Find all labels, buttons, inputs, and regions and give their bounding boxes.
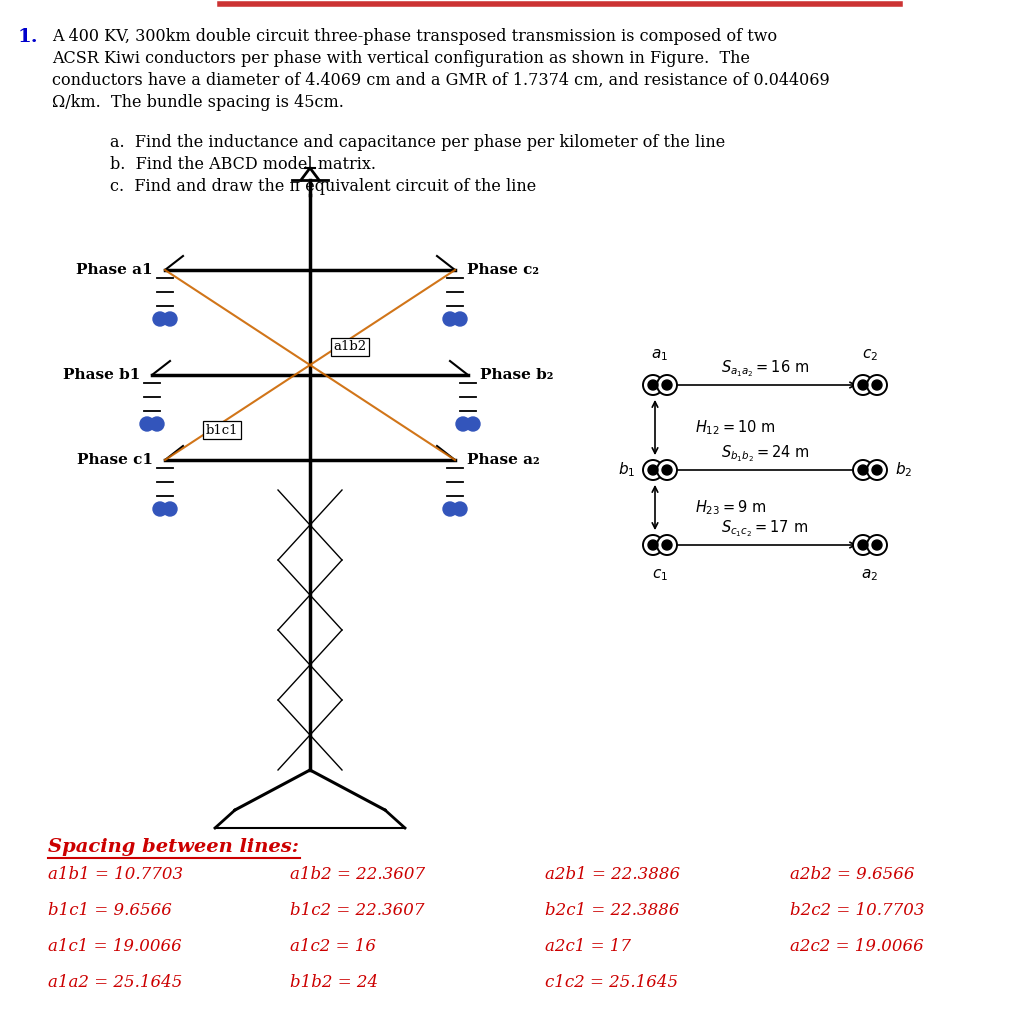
Circle shape xyxy=(153,502,167,516)
Text: $b_2$: $b_2$ xyxy=(895,461,912,479)
Text: $H_{23} = 9\ \mathrm{m}$: $H_{23} = 9\ \mathrm{m}$ xyxy=(695,498,767,517)
Text: c.  Find and draw the π equivalent circuit of the line: c. Find and draw the π equivalent circui… xyxy=(110,178,537,195)
Text: a2c1 = 17: a2c1 = 17 xyxy=(545,938,631,955)
Circle shape xyxy=(657,460,677,480)
Circle shape xyxy=(662,380,672,390)
Text: ACSR Kiwi conductors per phase with vertical configuration as shown in Figure.  : ACSR Kiwi conductors per phase with vert… xyxy=(52,50,750,67)
Text: Ω/km.  The bundle spacing is 45cm.: Ω/km. The bundle spacing is 45cm. xyxy=(52,94,344,111)
Text: $S_{a_1a_2} = 16\ \mathrm{m}$: $S_{a_1a_2} = 16\ \mathrm{m}$ xyxy=(721,358,809,379)
Text: $H_{12} = 10\ \mathrm{m}$: $H_{12} = 10\ \mathrm{m}$ xyxy=(695,418,776,437)
Text: a2c2 = 19.0066: a2c2 = 19.0066 xyxy=(790,938,924,955)
Circle shape xyxy=(662,465,672,475)
Circle shape xyxy=(648,380,658,390)
Text: Phase a1: Phase a1 xyxy=(77,263,153,278)
Text: a2b2 = 9.6566: a2b2 = 9.6566 xyxy=(790,866,914,883)
Circle shape xyxy=(648,540,658,550)
Circle shape xyxy=(453,502,467,516)
Text: $S_{c_1c_2} = 17\ \mathrm{m}$: $S_{c_1c_2} = 17\ \mathrm{m}$ xyxy=(722,518,809,539)
Text: Phase a₂: Phase a₂ xyxy=(467,453,540,467)
Text: $b_1$: $b_1$ xyxy=(617,461,635,479)
Circle shape xyxy=(466,417,480,431)
Text: a1c1 = 19.0066: a1c1 = 19.0066 xyxy=(48,938,181,955)
Text: a.  Find the inductance and capacitance per phase per kilometer of the line: a. Find the inductance and capacitance p… xyxy=(110,134,725,151)
Text: $c_2$: $c_2$ xyxy=(862,347,878,362)
Text: a1b2: a1b2 xyxy=(334,341,367,353)
Circle shape xyxy=(657,375,677,395)
Text: Phase b₂: Phase b₂ xyxy=(480,368,553,382)
Text: a1b2 = 22.3607: a1b2 = 22.3607 xyxy=(290,866,425,883)
Circle shape xyxy=(163,312,177,326)
Text: A 400 KV, 300km double circuit three-phase transposed transmission is composed o: A 400 KV, 300km double circuit three-pha… xyxy=(52,28,777,45)
Text: b1c1: b1c1 xyxy=(206,424,239,436)
Circle shape xyxy=(643,460,663,480)
Text: conductors have a diameter of 4.4069 cm and a GMR of 1.7374 cm, and resistance o: conductors have a diameter of 4.4069 cm … xyxy=(52,72,829,89)
Circle shape xyxy=(853,535,873,555)
Circle shape xyxy=(867,460,887,480)
Circle shape xyxy=(163,502,177,516)
Text: 1.: 1. xyxy=(18,28,39,46)
Circle shape xyxy=(648,465,658,475)
Text: b1c1 = 9.6566: b1c1 = 9.6566 xyxy=(48,902,172,919)
Circle shape xyxy=(657,535,677,555)
Circle shape xyxy=(150,417,164,431)
Text: $c_1$: $c_1$ xyxy=(652,567,668,583)
Text: a1b1 = 10.7703: a1b1 = 10.7703 xyxy=(48,866,183,883)
Text: b2c1 = 22.3886: b2c1 = 22.3886 xyxy=(545,902,680,919)
Text: b1b2 = 24: b1b2 = 24 xyxy=(290,974,378,991)
Text: $S_{b_1b_2} = 24\ \mathrm{m}$: $S_{b_1b_2} = 24\ \mathrm{m}$ xyxy=(721,443,809,464)
Text: Phase c₂: Phase c₂ xyxy=(467,263,539,278)
Text: b.  Find the ABCD model matrix.: b. Find the ABCD model matrix. xyxy=(110,156,376,173)
Text: Phase b1: Phase b1 xyxy=(62,368,140,382)
Circle shape xyxy=(443,312,457,326)
Circle shape xyxy=(872,465,882,475)
Circle shape xyxy=(443,502,457,516)
Circle shape xyxy=(456,417,470,431)
Circle shape xyxy=(153,312,167,326)
Text: Phase c1: Phase c1 xyxy=(77,453,153,467)
Circle shape xyxy=(867,535,887,555)
Circle shape xyxy=(853,460,873,480)
Circle shape xyxy=(858,380,868,390)
Circle shape xyxy=(453,312,467,326)
Text: $a_2$: $a_2$ xyxy=(861,567,879,583)
Circle shape xyxy=(662,540,672,550)
Text: Spacing between lines:: Spacing between lines: xyxy=(48,838,299,856)
Text: a2b1 = 22.3886: a2b1 = 22.3886 xyxy=(545,866,680,883)
Circle shape xyxy=(140,417,154,431)
Text: a1a2 = 25.1645: a1a2 = 25.1645 xyxy=(48,974,182,991)
Text: a1c2 = 16: a1c2 = 16 xyxy=(290,938,376,955)
Text: $a_1$: $a_1$ xyxy=(651,347,669,362)
Circle shape xyxy=(867,375,887,395)
Circle shape xyxy=(858,540,868,550)
Circle shape xyxy=(853,375,873,395)
Circle shape xyxy=(643,535,663,555)
Text: b1c2 = 22.3607: b1c2 = 22.3607 xyxy=(290,902,425,919)
Text: c1c2 = 25.1645: c1c2 = 25.1645 xyxy=(545,974,678,991)
Circle shape xyxy=(858,465,868,475)
Text: b2c2 = 10.7703: b2c2 = 10.7703 xyxy=(790,902,925,919)
Circle shape xyxy=(643,375,663,395)
Circle shape xyxy=(872,540,882,550)
Circle shape xyxy=(872,380,882,390)
